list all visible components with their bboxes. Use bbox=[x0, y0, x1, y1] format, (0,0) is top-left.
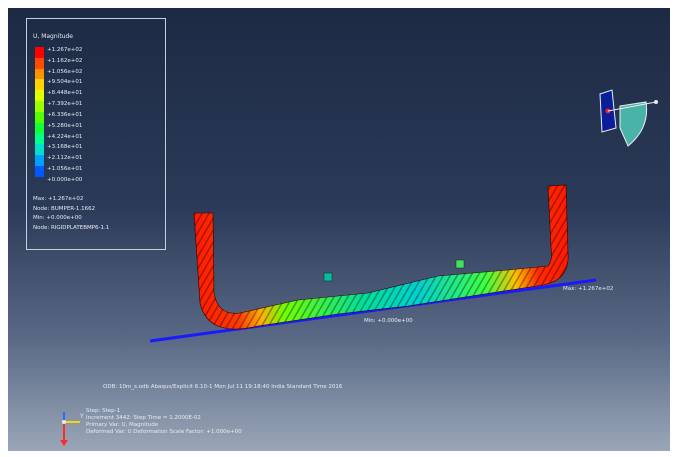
legend-value: +2.112e+01 bbox=[47, 155, 83, 162]
bracket-right bbox=[455, 259, 465, 269]
bracket-left bbox=[323, 272, 333, 282]
legend-max-node: Node: BUMPER-1.1662 bbox=[33, 205, 96, 212]
legend-value: +0.000e+00 bbox=[47, 176, 83, 183]
step-line: Step: Step-1 bbox=[86, 408, 121, 414]
contour-legend: U, Magnitude +1.267e+02 +1.162e+02 +1.056e… bbox=[26, 18, 166, 250]
coordinate-triad-icon: Y bbox=[60, 412, 84, 446]
legend-value: +9.504e+01 bbox=[47, 79, 83, 86]
legend-value: +1.056e+01 bbox=[47, 166, 83, 173]
legend-color-cell bbox=[35, 144, 44, 156]
legend-color-cell bbox=[35, 47, 44, 58]
legend-value: +3.168e+01 bbox=[47, 144, 83, 151]
legend-color-cell bbox=[35, 57, 44, 69]
view-orientation-icon[interactable] bbox=[594, 88, 664, 158]
legend-value: +1.056e+02 bbox=[47, 68, 83, 75]
legend-color-cell bbox=[35, 133, 44, 145]
rigid-plate bbox=[149, 278, 597, 343]
legend-color-cell bbox=[35, 68, 44, 80]
deformed-var-line: Deformed Var: U Deformation Scale Factor… bbox=[86, 429, 242, 435]
legend-value: +1.162e+02 bbox=[47, 57, 83, 64]
legend-value: +7.392e+01 bbox=[47, 101, 83, 108]
legend-color-cell bbox=[35, 79, 44, 91]
legend-color-cell bbox=[35, 111, 44, 123]
legend-value: +8.448e+01 bbox=[47, 90, 83, 97]
legend-min: Min: +0.000e+00 bbox=[33, 215, 82, 221]
primary-var-line: Primary Var: U, Magnitude bbox=[86, 422, 159, 428]
bumper-mesh-shading bbox=[194, 185, 569, 330]
step-info: Step: Step-1 Increment 3442: Step Time =… bbox=[86, 408, 242, 436]
legend-color-cell bbox=[35, 155, 44, 167]
legend-min-node: Node: RIGIDPLATEBMP6-1.1 bbox=[33, 224, 110, 231]
increment-line: Increment 3442: Step Time = 1.2000E-02 bbox=[86, 415, 201, 421]
legend-title: U, Magnitude bbox=[33, 33, 73, 40]
legend-value: +6.336e+01 bbox=[47, 111, 83, 118]
legend-color-cell bbox=[35, 90, 44, 102]
triad-y-label: Y bbox=[79, 413, 84, 420]
legend-info: Max: +1.267e+02 Node: BUMPER-1.1662 Min:… bbox=[33, 195, 109, 233]
odb-info: ODB: 10m_s.odb Abaqus/Explicit 6.10-1 Mo… bbox=[103, 384, 343, 390]
bumper-model bbox=[149, 184, 597, 343]
legend-value: +1.267e+02 bbox=[47, 47, 83, 53]
legend-color-cell bbox=[35, 122, 44, 134]
legend-value: +4.224e+01 bbox=[47, 133, 83, 140]
max-value-label: Max: +1.267e+02 bbox=[563, 286, 614, 292]
legend-max: Max: +1.267e+02 bbox=[33, 196, 84, 202]
legend-value: +5.280e+01 bbox=[47, 122, 83, 129]
legend-color-bar bbox=[35, 47, 44, 177]
legend-color-cell bbox=[35, 166, 44, 177]
legend-color-cell bbox=[35, 101, 44, 112]
min-value-label: Min: +0.000e+00 bbox=[364, 318, 413, 324]
viewport[interactable]: U, Magnitude +1.267e+02 +1.162e+02 +1.056e… bbox=[8, 8, 670, 451]
legend-values: +1.267e+02 +1.162e+02 +1.056e+02 +9.504e+01… bbox=[47, 45, 82, 186]
